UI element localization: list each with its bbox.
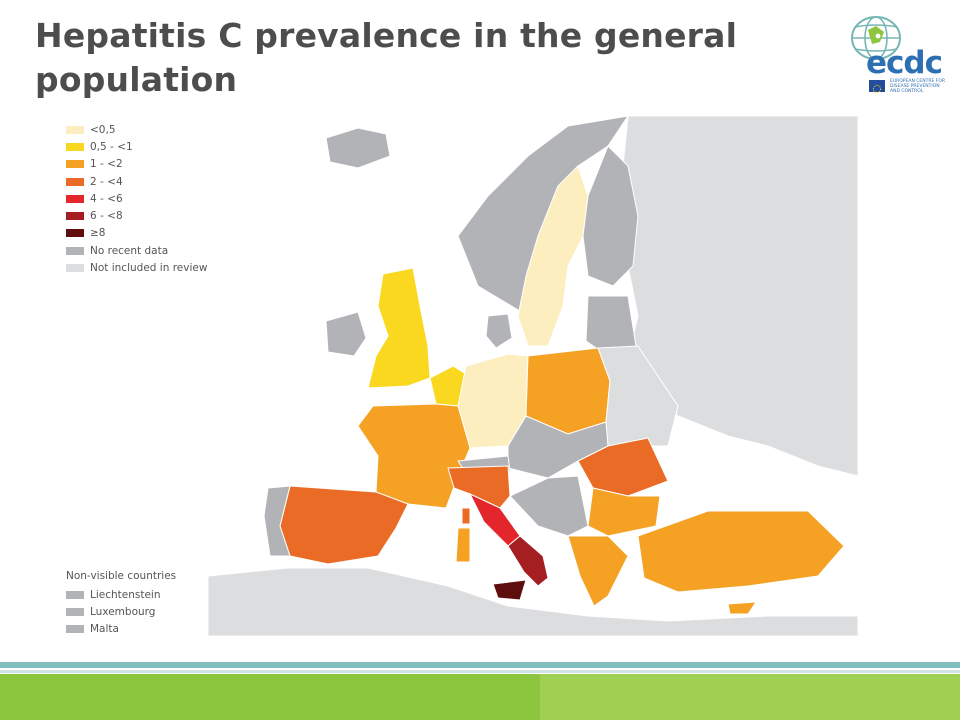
- globe-icon: [851, 16, 901, 60]
- non-visible-label: Liechtenstein: [90, 588, 161, 601]
- map-legend: <0,5 0,5 - <1 1 - <2 2 - <4 4 - <6 6 - <…: [66, 121, 207, 277]
- region-ireland: [325, 311, 367, 357]
- europe-map: [208, 116, 858, 636]
- legend-item: <0,5: [66, 121, 207, 138]
- region-denmark: [485, 313, 513, 349]
- non-visible-item: Luxembourg: [66, 603, 161, 620]
- non-visible-label: Malta: [90, 623, 119, 636]
- legend-swatch: [66, 625, 84, 634]
- ecdc-logo: ecdc: [846, 10, 943, 98]
- legend-item: 4 - <6: [66, 190, 207, 207]
- region-italy-south: [507, 535, 549, 587]
- logo-caption-line2: DISEASE PREVENTION: [890, 84, 940, 89]
- legend-swatch: [66, 160, 84, 169]
- legend-swatch: [66, 246, 84, 255]
- logo-caption-line1: EUROPEAN CENTRE FOR: [890, 79, 945, 84]
- legend-swatch: [66, 212, 84, 221]
- legend-swatch: [66, 264, 84, 273]
- legend-item: 0,5 - <1: [66, 138, 207, 155]
- legend-label: 1 - <2: [90, 158, 123, 171]
- region-united-kingdom: [367, 267, 431, 389]
- legend-label: 2 - <4: [90, 175, 123, 188]
- legend-swatch: [66, 177, 84, 186]
- footer-band: [0, 660, 960, 720]
- legend-swatch: [66, 607, 84, 616]
- non-visible-countries-list: Liechtenstein Luxembourg Malta: [66, 586, 161, 638]
- legend-swatch: [66, 590, 84, 599]
- legend-item: No recent data: [66, 242, 207, 259]
- region-north-africa: [208, 567, 858, 636]
- legend-label: No recent data: [90, 244, 169, 257]
- footer-green-highlight: [540, 674, 960, 720]
- non-visible-item: Malta: [66, 621, 161, 638]
- region-iceland: [325, 127, 391, 169]
- legend-swatch: [66, 194, 84, 203]
- footer-light-stripe: [0, 670, 960, 673]
- logo-caption: EUROPEAN CENTRE FOR DISEASE PREVENTION A…: [890, 79, 950, 94]
- legend-swatch: [66, 142, 84, 151]
- legend-label: ≥8: [90, 227, 106, 240]
- region-bulgaria: [587, 487, 661, 537]
- non-visible-item: Liechtenstein: [66, 586, 161, 603]
- region-greece: [567, 535, 629, 607]
- region-sweden: [517, 165, 589, 347]
- region-portugal: [263, 485, 291, 557]
- region-turkey: [637, 510, 845, 593]
- legend-swatch: [66, 229, 84, 238]
- eu-flag-icon: [869, 80, 885, 94]
- logo-caption-line3: AND CONTROL: [890, 89, 924, 94]
- region-cyprus: [727, 601, 757, 615]
- slide-title: Hepatitis C prevalence in the general po…: [35, 16, 738, 99]
- legend-label: Not included in review: [90, 262, 208, 275]
- legend-label: 4 - <6: [90, 192, 123, 205]
- footer-teal-stripe: [0, 662, 960, 668]
- region-sicily: [492, 579, 527, 601]
- legend-item: 6 - <8: [66, 207, 207, 224]
- legend-item: ≥8: [66, 225, 207, 242]
- legend-label: 0,5 - <1: [90, 140, 133, 153]
- region-sardinia: [455, 527, 471, 563]
- region-finland: [582, 145, 639, 287]
- region-france: [357, 403, 471, 509]
- region-corsica: [461, 507, 471, 525]
- non-visible-label: Luxembourg: [90, 605, 156, 618]
- logo-wordmark: ecdc: [866, 45, 943, 81]
- non-visible-countries-title: Non-visible countries: [66, 570, 177, 582]
- legend-label: <0,5: [90, 123, 116, 136]
- legend-swatch: [66, 125, 84, 134]
- legend-item: 1 - <2: [66, 156, 207, 173]
- legend-item: 2 - <4: [66, 173, 207, 190]
- legend-label: 6 - <8: [90, 210, 123, 223]
- legend-item: Not included in review: [66, 259, 207, 276]
